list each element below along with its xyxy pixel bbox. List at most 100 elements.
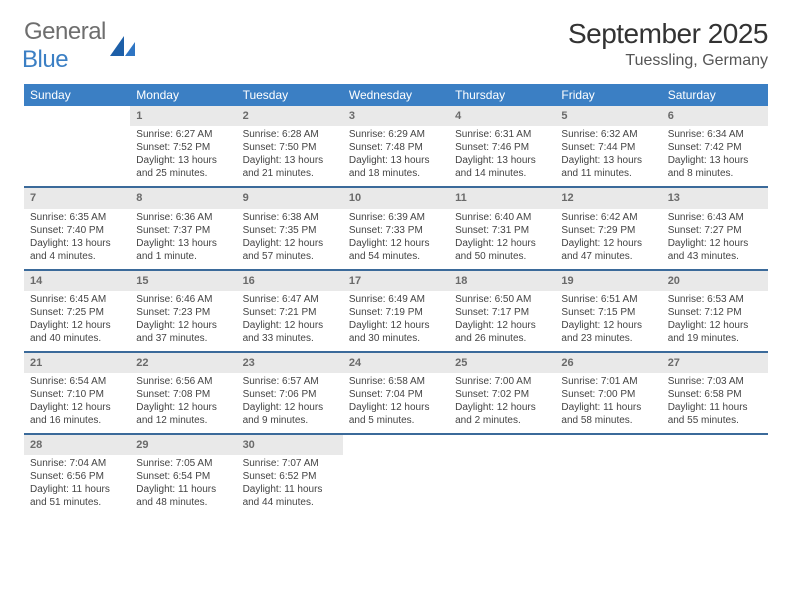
- day-cell: Sunrise: 6:47 AMSunset: 7:21 PMDaylight:…: [237, 291, 343, 352]
- day-cell: Sunrise: 6:29 AMSunset: 7:48 PMDaylight:…: [343, 126, 449, 187]
- day-number: [24, 106, 130, 112]
- day-details: Sunrise: 6:34 AMSunset: 7:42 PMDaylight:…: [666, 126, 764, 180]
- day-number: 20: [662, 271, 768, 291]
- day-number: 3: [343, 106, 449, 126]
- day-cell: Sunrise: 6:32 AMSunset: 7:44 PMDaylight:…: [555, 126, 661, 187]
- day-number: 8: [130, 188, 236, 208]
- day-number: 21: [24, 353, 130, 373]
- daynum-cell: 18: [449, 270, 555, 291]
- info-row: Sunrise: 6:54 AMSunset: 7:10 PMDaylight:…: [24, 373, 768, 434]
- day-details: Sunrise: 6:45 AMSunset: 7:25 PMDaylight:…: [28, 291, 126, 345]
- day-cell: Sunrise: 6:39 AMSunset: 7:33 PMDaylight:…: [343, 209, 449, 270]
- daynum-cell: [24, 106, 130, 126]
- day-cell: Sunrise: 6:38 AMSunset: 7:35 PMDaylight:…: [237, 209, 343, 270]
- day-cell: Sunrise: 7:05 AMSunset: 6:54 PMDaylight:…: [130, 455, 236, 515]
- day-number: 17: [343, 271, 449, 291]
- day-number: 13: [662, 188, 768, 208]
- day-details: Sunrise: 6:40 AMSunset: 7:31 PMDaylight:…: [453, 209, 551, 263]
- day-number: 27: [662, 353, 768, 373]
- header: General Blue September 2025 Tuessling, G…: [24, 18, 768, 74]
- daynum-cell: 15: [130, 270, 236, 291]
- day-number: 7: [24, 188, 130, 208]
- day-number: 15: [130, 271, 236, 291]
- daynum-cell: 28: [24, 434, 130, 455]
- day-cell: Sunrise: 6:27 AMSunset: 7:52 PMDaylight:…: [130, 126, 236, 187]
- day-number: 4: [449, 106, 555, 126]
- day-cell: Sunrise: 7:01 AMSunset: 7:00 PMDaylight:…: [555, 373, 661, 434]
- daynum-cell: 5: [555, 106, 661, 126]
- day-number: 14: [24, 271, 130, 291]
- daynum-cell: 8: [130, 187, 236, 208]
- day-cell: Sunrise: 6:56 AMSunset: 7:08 PMDaylight:…: [130, 373, 236, 434]
- day-details: Sunrise: 7:01 AMSunset: 7:00 PMDaylight:…: [559, 373, 657, 427]
- daynum-cell: 13: [662, 187, 768, 208]
- day-number: [555, 435, 661, 441]
- day-number: 11: [449, 188, 555, 208]
- daynum-cell: 17: [343, 270, 449, 291]
- day-details: Sunrise: 6:36 AMSunset: 7:37 PMDaylight:…: [134, 209, 232, 263]
- day-cell: [555, 455, 661, 515]
- day-details: Sunrise: 7:05 AMSunset: 6:54 PMDaylight:…: [134, 455, 232, 509]
- day-number: 10: [343, 188, 449, 208]
- day-details: Sunrise: 6:35 AMSunset: 7:40 PMDaylight:…: [28, 209, 126, 263]
- daynum-cell: 27: [662, 352, 768, 373]
- day-number: 2: [237, 106, 343, 126]
- day-number: 12: [555, 188, 661, 208]
- day-details: Sunrise: 6:53 AMSunset: 7:12 PMDaylight:…: [666, 291, 764, 345]
- day-details: Sunrise: 6:54 AMSunset: 7:10 PMDaylight:…: [28, 373, 126, 427]
- day-cell: Sunrise: 7:04 AMSunset: 6:56 PMDaylight:…: [24, 455, 130, 515]
- daynum-cell: 25: [449, 352, 555, 373]
- day-number: 19: [555, 271, 661, 291]
- day-number: 22: [130, 353, 236, 373]
- day-cell: [24, 126, 130, 187]
- daynum-row: 123456: [24, 106, 768, 126]
- weekday-header: Friday: [555, 84, 661, 106]
- daynum-cell: 14: [24, 270, 130, 291]
- info-row: Sunrise: 6:27 AMSunset: 7:52 PMDaylight:…: [24, 126, 768, 187]
- day-details: Sunrise: 6:29 AMSunset: 7:48 PMDaylight:…: [347, 126, 445, 180]
- daynum-cell: 29: [130, 434, 236, 455]
- day-number: [343, 435, 449, 441]
- day-cell: Sunrise: 6:40 AMSunset: 7:31 PMDaylight:…: [449, 209, 555, 270]
- day-cell: Sunrise: 6:57 AMSunset: 7:06 PMDaylight:…: [237, 373, 343, 434]
- weekday-header: Saturday: [662, 84, 768, 106]
- day-cell: Sunrise: 6:53 AMSunset: 7:12 PMDaylight:…: [662, 291, 768, 352]
- day-number: 5: [555, 106, 661, 126]
- location-label: Tuessling, Germany: [568, 52, 768, 70]
- sail-icon: [110, 36, 136, 56]
- day-cell: Sunrise: 6:46 AMSunset: 7:23 PMDaylight:…: [130, 291, 236, 352]
- day-details: Sunrise: 7:00 AMSunset: 7:02 PMDaylight:…: [453, 373, 551, 427]
- day-details: Sunrise: 6:38 AMSunset: 7:35 PMDaylight:…: [241, 209, 339, 263]
- day-cell: Sunrise: 6:49 AMSunset: 7:19 PMDaylight:…: [343, 291, 449, 352]
- day-number: 30: [237, 435, 343, 455]
- day-cell: Sunrise: 6:35 AMSunset: 7:40 PMDaylight:…: [24, 209, 130, 270]
- day-number: 28: [24, 435, 130, 455]
- day-details: Sunrise: 6:50 AMSunset: 7:17 PMDaylight:…: [453, 291, 551, 345]
- daynum-cell: 3: [343, 106, 449, 126]
- day-number: 23: [237, 353, 343, 373]
- day-number: 1: [130, 106, 236, 126]
- day-cell: [343, 455, 449, 515]
- day-details: Sunrise: 6:39 AMSunset: 7:33 PMDaylight:…: [347, 209, 445, 263]
- daynum-cell: 23: [237, 352, 343, 373]
- info-row: Sunrise: 6:35 AMSunset: 7:40 PMDaylight:…: [24, 209, 768, 270]
- daynum-cell: 7: [24, 187, 130, 208]
- day-details: Sunrise: 6:43 AMSunset: 7:27 PMDaylight:…: [666, 209, 764, 263]
- day-details: Sunrise: 6:47 AMSunset: 7:21 PMDaylight:…: [241, 291, 339, 345]
- daynum-cell: 26: [555, 352, 661, 373]
- day-cell: Sunrise: 6:43 AMSunset: 7:27 PMDaylight:…: [662, 209, 768, 270]
- day-cell: Sunrise: 6:51 AMSunset: 7:15 PMDaylight:…: [555, 291, 661, 352]
- day-details: Sunrise: 6:31 AMSunset: 7:46 PMDaylight:…: [453, 126, 551, 180]
- day-number: 25: [449, 353, 555, 373]
- day-details: Sunrise: 7:07 AMSunset: 6:52 PMDaylight:…: [241, 455, 339, 509]
- day-cell: Sunrise: 6:42 AMSunset: 7:29 PMDaylight:…: [555, 209, 661, 270]
- info-row: Sunrise: 7:04 AMSunset: 6:56 PMDaylight:…: [24, 455, 768, 515]
- daynum-row: 21222324252627: [24, 352, 768, 373]
- daynum-cell: [449, 434, 555, 455]
- weekday-header: Monday: [130, 84, 236, 106]
- daynum-cell: [343, 434, 449, 455]
- daynum-cell: 30: [237, 434, 343, 455]
- daynum-cell: 6: [662, 106, 768, 126]
- daynum-row: 282930: [24, 434, 768, 455]
- daynum-cell: 24: [343, 352, 449, 373]
